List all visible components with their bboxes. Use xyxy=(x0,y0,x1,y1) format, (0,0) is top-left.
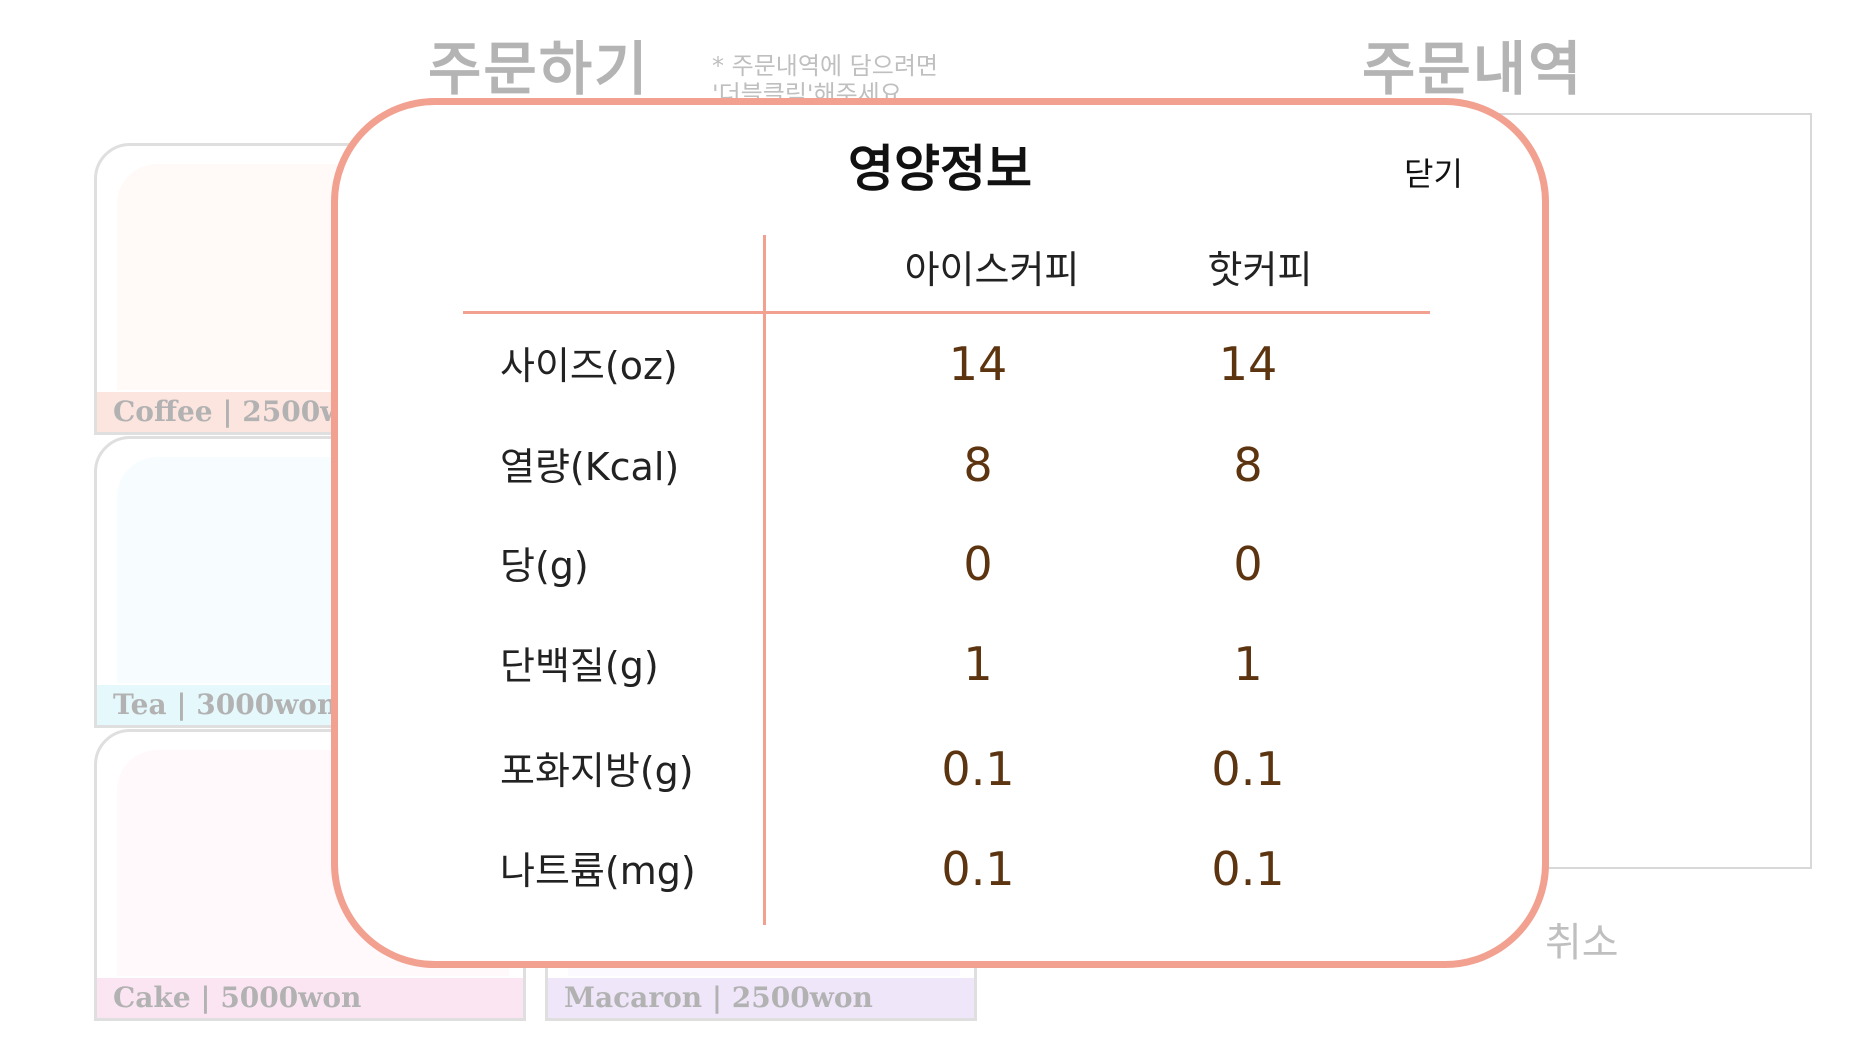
close-button[interactable]: 닫기 xyxy=(1404,155,1463,193)
cell-iced-sugar: 0 xyxy=(963,537,993,591)
row-label-saturated-fat: 포화지방(g) xyxy=(500,749,694,793)
menu-card-coffee[interactable]: Coffee | 2500won xyxy=(94,143,526,435)
cancel-button[interactable]: 취소 xyxy=(1545,920,1619,966)
row-label-size: 사이즈(oz) xyxy=(500,344,678,388)
row-label-calories: 열량(Kcal) xyxy=(500,445,680,489)
cell-hot-sugar: 0 xyxy=(1233,537,1263,591)
cell-iced-saturated-fat: 0.1 xyxy=(941,742,1015,796)
card-label: Cake | 5000won xyxy=(97,978,523,1018)
order-heading: 주문하기 xyxy=(428,35,650,103)
row-label-protein: 단백질(g) xyxy=(500,644,659,688)
cell-iced-size: 14 xyxy=(948,337,1008,391)
row-label-sugar: 당(g) xyxy=(500,544,589,588)
cell-hot-sodium: 0.1 xyxy=(1211,842,1285,896)
cell-iced-calories: 8 xyxy=(963,438,993,492)
table-divider-horizontal xyxy=(463,311,1430,314)
row-label-sodium: 나트륨(mg) xyxy=(500,849,696,893)
cell-iced-sodium: 0.1 xyxy=(941,842,1015,896)
modal-title: 영양정보 xyxy=(848,140,1032,198)
table-divider-vertical xyxy=(763,235,766,925)
cell-hot-calories: 8 xyxy=(1233,438,1263,492)
cell-hot-saturated-fat: 0.1 xyxy=(1211,742,1285,796)
history-heading: 주문내역 xyxy=(1362,35,1584,103)
nutrition-modal: 영양정보 닫기 아이스커피 핫커피 사이즈(oz) 14 14 열량(Kcal)… xyxy=(331,98,1549,968)
column-header-iced-coffee: 아이스커피 xyxy=(904,248,1080,292)
cell-hot-protein: 1 xyxy=(1233,637,1263,691)
cell-hot-size: 14 xyxy=(1218,337,1278,391)
card-label: Macaron | 2500won xyxy=(548,978,974,1018)
order-note-line1: * 주문내역에 담으려면 xyxy=(712,52,938,80)
column-header-hot-coffee: 핫커피 xyxy=(1207,248,1313,292)
cell-iced-protein: 1 xyxy=(963,637,993,691)
